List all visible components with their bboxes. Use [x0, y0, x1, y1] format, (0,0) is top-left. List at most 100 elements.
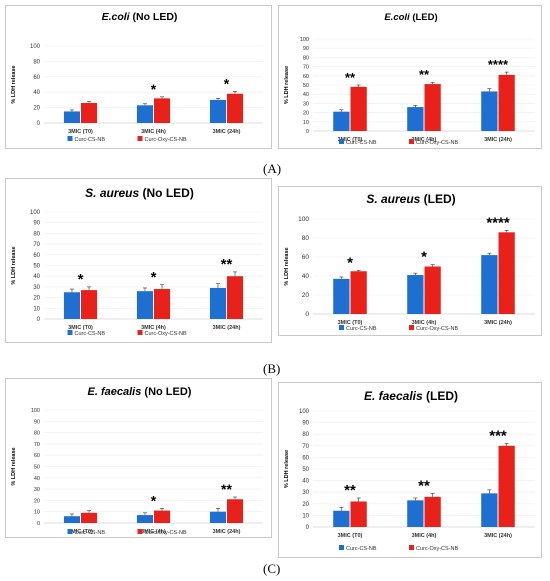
legend-swatch — [339, 545, 344, 550]
y-tick-label: 0 — [306, 129, 309, 135]
legend-swatch — [67, 330, 73, 335]
chart-title-italic: E. faecalis — [364, 389, 423, 403]
bar-curc-oxy-cs-nb — [498, 445, 515, 527]
x-tick-label: 3MIC (4h) — [412, 320, 437, 326]
y-axis-label: % LDH release — [284, 66, 290, 104]
legend-label: Curc-CS-NB — [75, 530, 106, 536]
legend-label: Curc-CS-NB — [346, 546, 377, 552]
bar-curc-cs-nb — [333, 278, 350, 314]
x-tick-label: 3MIC (4h) — [412, 533, 437, 539]
chart-title: E.coli (No LED) — [102, 11, 178, 23]
y-tick-label: 90 — [302, 421, 309, 427]
y-tick-label: 20 — [302, 502, 309, 508]
bar-curc-oxy-cs-nb — [350, 501, 367, 527]
y-tick-label: 60 — [33, 253, 40, 259]
significance-marker: *** — [489, 427, 507, 444]
y-tick-label: 70 — [303, 65, 309, 71]
x-tick-label: 3MIC (24h) — [213, 325, 241, 331]
chart-svg-c1: E. faecalis (No LED) % LDH release 0 10 20 30… — [11, 386, 263, 536]
bar-curc-oxy-cs-nb — [424, 266, 441, 314]
bar-curc-cs-nb — [407, 107, 424, 131]
x-tick-label: 3MIC (T0) — [338, 533, 363, 539]
significance-marker: * — [151, 269, 157, 286]
y-tick-label: 90 — [33, 221, 40, 227]
bar-curc-oxy-cs-nb — [350, 271, 367, 314]
legend-label: Curc-Oxy-CS-NB — [145, 137, 187, 143]
bar-curc-oxy-cs-nb — [154, 289, 171, 319]
y-tick-label: 0 — [306, 525, 310, 531]
bar-curc-oxy-cs-nb — [227, 93, 244, 123]
y-tick-label: 50 — [303, 83, 309, 89]
significance-marker: * — [151, 492, 157, 508]
bar-curc-oxy-cs-nb — [498, 74, 515, 131]
y-tick-label: 10 — [303, 120, 309, 126]
bar-curc-cs-nb — [63, 111, 80, 123]
legend-label: Curc-Oxy-CS-NB — [416, 140, 458, 146]
bar-curc-oxy-cs-nb — [350, 86, 367, 131]
chart-svg-b2: S. aureus (LED) % LDH release 0 20 40 60 80 100… — [284, 192, 535, 332]
significance-marker: ** — [221, 256, 233, 273]
x-tick-label: 3MIC (T0) — [68, 129, 93, 135]
legend-swatch — [409, 545, 414, 550]
chart-panel-c1: E. faecalis (No LED) % LDH release 0 10 20 30… — [5, 378, 272, 538]
chart-title-italic: E.coli — [384, 12, 410, 23]
y-tick-label: 50 — [302, 467, 309, 473]
legend-swatch — [67, 136, 73, 141]
y-tick-label: 80 — [302, 235, 310, 242]
bar-curc-cs-nb — [136, 105, 153, 123]
x-tick-label: 3MIC (4h) — [141, 325, 166, 331]
y-tick-label: 100 — [299, 409, 310, 415]
bar-curc-oxy-cs-nb — [424, 84, 441, 131]
y-tick-label: 30 — [33, 285, 40, 291]
y-tick-label: 40 — [302, 479, 309, 485]
significance-marker: * — [224, 75, 230, 91]
legend-swatch — [409, 325, 414, 330]
y-tick-label: 30 — [34, 487, 40, 493]
chart-title-rest: (LED) — [420, 192, 455, 206]
legend-swatch — [339, 139, 344, 144]
y-tick-label: 0 — [37, 317, 41, 323]
y-tick-label: 40 — [303, 92, 309, 98]
chart-panel-a2: E.coli (LED) % LDH release 0 10 20 30 40 50 60 70… — [278, 5, 542, 149]
chart-title-rest: (LED) — [410, 12, 438, 23]
legend-label: Curc-Oxy-CS-NB — [416, 326, 458, 332]
significance-marker: **** — [486, 214, 510, 231]
y-tick-label: 10 — [33, 306, 40, 312]
bar-curc-cs-nb — [481, 255, 498, 314]
bar-curc-cs-nb — [407, 500, 424, 527]
y-tick-label: 80 — [302, 432, 309, 438]
bar-curc-cs-nb — [481, 91, 498, 131]
y-tick-label: 80 — [303, 55, 309, 61]
y-tick-label: 40 — [34, 476, 40, 482]
significance-marker: ** — [418, 477, 430, 494]
x-tick-label: 3MIC (4h) — [141, 129, 166, 135]
chart-title: E. faecalis (LED) — [364, 389, 458, 403]
chart-title: S. aureus (No LED) — [85, 186, 194, 200]
x-tick-label: 3MIC (T0) — [338, 137, 363, 143]
bar-curc-cs-nb — [209, 287, 226, 319]
x-tick-label: 3MIC (T0) — [68, 325, 93, 331]
significance-marker: * — [78, 271, 84, 288]
chart-title-rest: (No LED) — [130, 11, 178, 23]
chart-panel-b2: S. aureus (LED) % LDH release 0 20 40 60 80 100… — [278, 186, 542, 336]
y-axis-label: % LDH release — [11, 246, 17, 284]
y-tick-label: 30 — [303, 101, 309, 107]
x-tick-label: 3MIC (4h) — [412, 137, 437, 143]
bar-curc-cs-nb — [63, 292, 80, 319]
y-tick-label: 90 — [34, 419, 40, 425]
y-tick-label: 20 — [33, 296, 40, 302]
chart-panel-c2: E. faecalis (LED) % LDH release 0 10 20 30 40 5… — [278, 382, 542, 558]
legend-label: Curc-Oxy-CS-NB — [145, 331, 187, 337]
y-tick-label: 50 — [33, 264, 40, 270]
chart-title-rest: (LED) — [423, 389, 458, 403]
bar-curc-oxy-cs-nb — [81, 512, 98, 523]
bar-curc-cs-nb — [407, 275, 424, 314]
bar-curc-cs-nb — [136, 515, 153, 523]
bar-curc-oxy-cs-nb — [498, 232, 515, 314]
y-tick-label: 40 — [33, 274, 40, 280]
y-tick-label: 80 — [33, 231, 40, 237]
y-tick-label: 60 — [34, 453, 40, 459]
y-tick-label: 60 — [302, 254, 310, 261]
chart-panel-b1: S. aureus (No LED) % LDH release 0 10 20 30 40… — [5, 178, 272, 343]
y-tick-label: 20 — [303, 111, 309, 117]
